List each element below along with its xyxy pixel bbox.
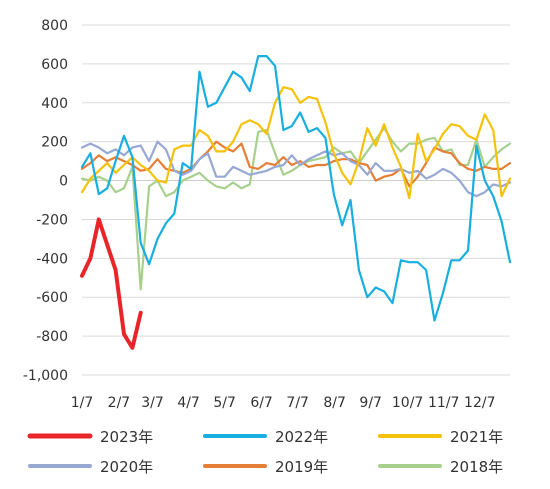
y-tick-label: -400 xyxy=(36,251,68,267)
y-tick-label: 0 xyxy=(59,174,68,190)
x-tick-label: 10/7 xyxy=(392,395,423,411)
legend-label: 2019年 xyxy=(275,458,328,476)
x-tick-label: 4/7 xyxy=(177,395,200,411)
series-line-2019年 xyxy=(80,140,512,188)
legend-label: 2018年 xyxy=(450,458,503,476)
series-line-2018年 xyxy=(80,127,512,291)
x-tick-label: 2/7 xyxy=(108,395,131,411)
x-axis-ticks: 1/7 2/7 3/7 4/7 5/7 6/7 7/7 8/7 9/7 10/7 11/7 12/7 xyxy=(71,395,496,411)
grid-lines xyxy=(82,24,510,376)
series-lines xyxy=(80,54,512,350)
x-tick-label: 1/7 xyxy=(71,395,94,411)
series-line-2022年 xyxy=(80,54,512,322)
legend-label: 2022年 xyxy=(275,428,328,446)
x-tick-label: 11/7 xyxy=(428,395,459,411)
legend-label: 2021年 xyxy=(450,428,503,446)
y-tick-label: 800 xyxy=(41,18,68,34)
x-tick-label: 7/7 xyxy=(286,395,309,411)
y-tick-label: -800 xyxy=(36,329,68,345)
y-tick-label: 600 xyxy=(41,57,68,73)
x-tick-label: 6/7 xyxy=(250,395,273,411)
series-line-2021年 xyxy=(80,86,512,200)
x-tick-label: 12/7 xyxy=(464,395,495,411)
legend: 2023年 2022年 2021年 2020年 2019年 2018年 xyxy=(27,428,503,476)
x-tick-label: 9/7 xyxy=(359,395,382,411)
legend-label: 2020年 xyxy=(100,458,153,476)
x-tick-label: 8/7 xyxy=(323,395,346,411)
x-tick-label: 3/7 xyxy=(141,395,164,411)
y-tick-label: 400 xyxy=(41,96,68,112)
legend-label: 2023年 xyxy=(100,428,153,446)
y-tick-label: -200 xyxy=(36,212,68,228)
series-line-2023年 xyxy=(80,217,143,350)
x-tick-label: 5/7 xyxy=(213,395,236,411)
y-tick-label: -1,000 xyxy=(23,368,68,384)
series-line-2020年 xyxy=(80,140,512,198)
y-tick-label: -600 xyxy=(36,290,68,306)
y-tick-label: 200 xyxy=(41,135,68,151)
y-axis-ticks: 800 600 400 200 0 -200 -400 -600 -800 -1,000 xyxy=(23,18,68,384)
